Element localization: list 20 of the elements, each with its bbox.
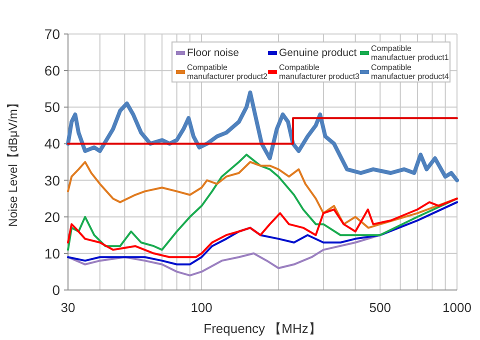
y-tick-label: 20 xyxy=(44,208,60,225)
legend-label: Floor noise xyxy=(187,47,240,59)
x-tick-label: 1000 xyxy=(442,300,472,315)
y-tick-label: 0 xyxy=(52,282,60,298)
legend-label: Compatible manufacturer product2 xyxy=(187,63,268,81)
x-axis-title: Frequency 【MHz】 xyxy=(204,321,322,336)
x-tick-label: 500 xyxy=(369,300,391,315)
legend-label: Compatible manufactuer product4 xyxy=(371,63,450,81)
x-tick-label: 30 xyxy=(60,300,76,315)
y-tick-label: 50 xyxy=(44,99,60,116)
x-tick-label: 100 xyxy=(190,300,212,315)
legend-label: Compatible manufacturer product3 xyxy=(279,63,360,81)
legend-label: Compatible manufactuer product1 xyxy=(371,44,450,62)
y-tick-label: 70 xyxy=(44,26,60,42)
y-tick-label: 10 xyxy=(44,245,60,262)
y-axis-title: Noise Level【dBμV/m】 xyxy=(6,97,20,227)
legend-label: Genuine product xyxy=(279,47,357,59)
y-tick-label: 60 xyxy=(44,62,60,79)
y-tick-label: 40 xyxy=(44,136,60,152)
y-tick-label: 30 xyxy=(44,172,60,188)
